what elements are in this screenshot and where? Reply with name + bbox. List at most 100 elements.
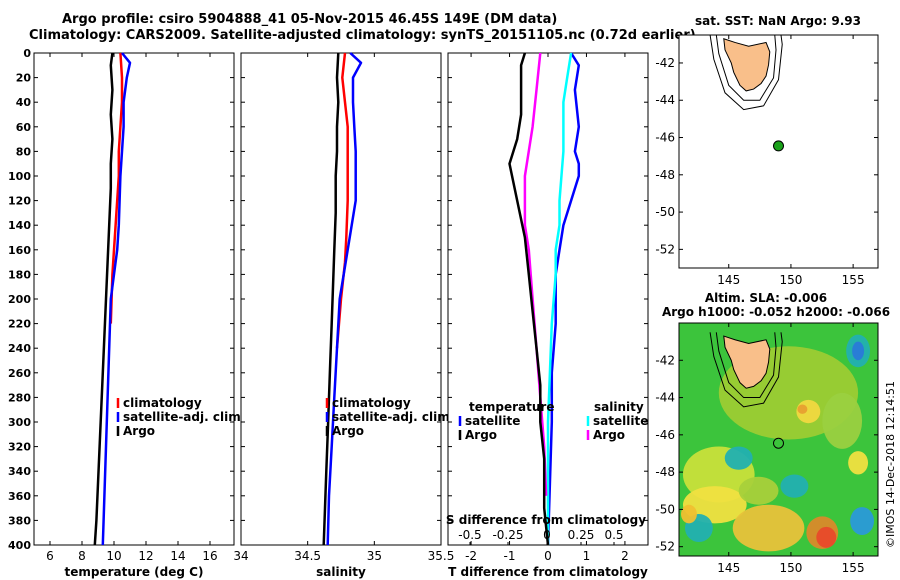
sla-anomaly-patch xyxy=(738,476,779,505)
map-y-tick-label: -48 xyxy=(655,465,675,479)
panel-difference: -2 -1 0 1 2 T difference from climatology temp… xyxy=(446,52,649,579)
series-line-s-satellite xyxy=(546,52,573,545)
x-tick-label: 34 xyxy=(233,549,248,563)
tasmania-landmass xyxy=(723,38,771,92)
sla-anomaly-patch xyxy=(816,526,837,548)
map-y-tick-label: -44 xyxy=(655,93,675,107)
sla-anomaly-patch xyxy=(732,504,805,552)
legend-label: satellite xyxy=(593,414,648,428)
bathymetry-contour xyxy=(709,34,783,111)
y-tick-label: 140 xyxy=(8,219,31,232)
sla-map-title-1: Altim. SLA: -0.006 xyxy=(705,291,827,305)
panel-salinity: 34 34.5 35 35.5 salinity climatologysatellite… xyxy=(233,52,455,579)
x-tick-label: 12 xyxy=(138,549,153,563)
y-tick-label: 360 xyxy=(8,490,31,503)
series-line-satellite-adj-clim- xyxy=(326,52,363,546)
y-tick-label: 80 xyxy=(16,145,32,158)
y-tick-label: 220 xyxy=(8,318,31,331)
map-x-tick-label: 150 xyxy=(779,273,802,287)
x-tick-label: 10 xyxy=(106,549,121,563)
x-tick-label: -1 xyxy=(504,549,516,563)
sla-anomaly-patch xyxy=(780,474,809,498)
s-tick-label: -0.5 xyxy=(458,528,481,542)
title-line-2: Climatology: CARS2009. Satellite-adjuste… xyxy=(29,28,696,43)
x-tick-label: 6 xyxy=(46,549,54,563)
argo-float-marker xyxy=(773,140,784,152)
y-tick-label: 260 xyxy=(8,367,31,380)
map-x-tick-label: 155 xyxy=(842,561,865,575)
sla-anomaly-patch xyxy=(822,392,863,449)
y-tick-label: 200 xyxy=(8,293,31,306)
panel-frame xyxy=(33,52,235,546)
legend-label: Argo xyxy=(332,424,364,438)
x-tick-label: 16 xyxy=(202,549,217,563)
map-x-tick-label: 145 xyxy=(717,561,740,575)
y-tick-label: 400 xyxy=(8,539,31,552)
map-y-tick-label: -46 xyxy=(655,428,675,442)
map-frame xyxy=(678,34,879,269)
legend-label: Argo xyxy=(593,428,625,442)
sla-anomaly-patch xyxy=(680,504,697,524)
map-y-tick-label: -50 xyxy=(655,205,675,219)
y-tick-label: 20 xyxy=(16,72,32,85)
sla-map: -42 -44 -46 -48 -50 -52 145 150 155 xyxy=(655,322,879,575)
bathymetry-contour xyxy=(715,332,777,399)
x-tick-label: 34.5 xyxy=(294,549,321,563)
s-tick-label: 0.25 xyxy=(568,528,595,542)
map-y-tick-label: -48 xyxy=(655,168,675,182)
x-tick-label: 0 xyxy=(544,549,552,563)
s-tick-label: -0.25 xyxy=(492,528,523,542)
sst-background xyxy=(679,35,878,268)
sst-map: -42 -44 -46 -48 -50 -52 145 150 155 xyxy=(655,34,879,287)
map-y-tick-label: -42 xyxy=(655,353,675,367)
x-tick-label: 2 xyxy=(621,549,629,563)
x-tick-label: 1 xyxy=(583,549,591,563)
panel-temperature: 0 20 40 60 80 100 120 140 160 180 200 220 240 260 280 3… xyxy=(8,47,245,579)
sla-anomaly-patch xyxy=(682,486,747,524)
series-line-argo xyxy=(93,52,114,546)
x-tick-label: 14 xyxy=(170,549,185,563)
s-tick-label: 0 xyxy=(543,528,551,542)
sla-anomaly-patch xyxy=(850,507,875,536)
sla-anomaly-patch xyxy=(724,446,753,470)
y-tick-label: 120 xyxy=(8,195,31,208)
x-tick-label: 35.5 xyxy=(428,549,455,563)
bathymetry-contour xyxy=(709,332,783,408)
y-tick-label: 40 xyxy=(16,96,32,109)
y-tick-label: 60 xyxy=(16,121,32,134)
title-line-1: Argo profile: csiro 5904888_41 05-Nov-20… xyxy=(62,12,558,27)
legend-label: climatology xyxy=(123,396,202,410)
map-x-tick-label: 145 xyxy=(717,273,740,287)
y-tick-label: 300 xyxy=(8,416,31,429)
map-x-tick-label: 155 xyxy=(842,273,865,287)
legend-title-salinity: salinity xyxy=(594,400,644,414)
x-axis-label: temperature (deg C) xyxy=(65,565,204,579)
map-y-tick-label: -50 xyxy=(655,502,675,516)
s-axis-label: S difference from climatology xyxy=(446,513,646,527)
bathymetry-contour xyxy=(715,34,777,101)
legend-label: Argo xyxy=(465,428,497,442)
y-tick-label: 180 xyxy=(8,268,31,281)
series-line-climatology xyxy=(109,52,124,324)
legend-title-temperature: temperature xyxy=(469,400,554,414)
x-tick-label: -2 xyxy=(465,549,477,563)
argo-float-marker xyxy=(773,437,784,449)
legend-label: Argo xyxy=(123,424,155,438)
series-line-t-argo xyxy=(508,52,550,546)
map-y-tick-label: -46 xyxy=(655,131,675,145)
sla-anomaly-patch xyxy=(848,451,869,475)
sst-map-title: sat. SST: NaN Argo: 9.93 xyxy=(695,14,861,28)
map-frame xyxy=(678,322,879,557)
y-tick-label: 340 xyxy=(8,465,31,478)
map-y-tick-label: -52 xyxy=(655,540,675,554)
series-line-t-satellite xyxy=(546,52,581,546)
s-tick-label: 0.5 xyxy=(604,528,623,542)
legend-label: climatology xyxy=(332,396,411,410)
sla-anomaly-patch xyxy=(852,341,865,361)
map-y-tick-label: -42 xyxy=(655,56,675,70)
series-line-s-argo xyxy=(523,52,548,496)
legend-label: satellite-adj. clim. xyxy=(123,410,245,424)
y-tick-label: 240 xyxy=(8,342,31,355)
map-y-tick-label: -52 xyxy=(655,242,675,256)
